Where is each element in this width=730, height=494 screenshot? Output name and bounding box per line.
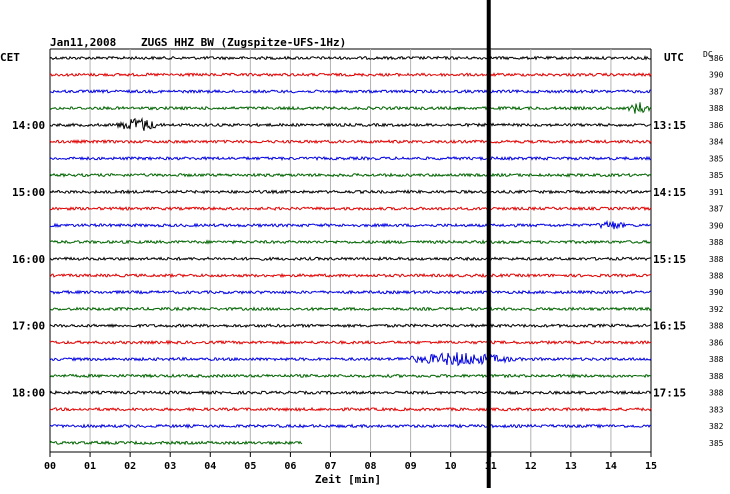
trace-row <box>49 219 652 230</box>
label-group: 00 01 02 03 04 05 06 07 08 09 10 11 12 13 14 15 386 390 38… <box>12 54 724 472</box>
trace-row <box>49 339 652 346</box>
dc-offset-label: 388 <box>709 238 724 247</box>
x-tick-label: 12 <box>525 461 537 472</box>
dc-offset-label: 390 <box>709 71 724 80</box>
trace-row <box>49 352 652 367</box>
dc-offset-label: 386 <box>709 121 724 130</box>
x-tick-label: 14 <box>605 461 617 472</box>
dc-offset-label: 384 <box>709 138 724 147</box>
x-tick-label: 07 <box>324 461 336 472</box>
plot-date: Jan11,2008 <box>50 36 116 49</box>
x-tick-label: 06 <box>284 461 296 472</box>
dc-offset-label: 388 <box>709 104 724 113</box>
trace-row <box>49 102 652 114</box>
dc-offset-label: 391 <box>709 188 724 197</box>
time-grid <box>49 48 652 457</box>
trace-row <box>49 116 652 131</box>
x-tick-label: 15 <box>645 461 657 472</box>
current-time-marker <box>486 0 491 488</box>
trace-row <box>49 323 652 329</box>
left-hour-label: 18:00 <box>12 387 45 400</box>
trace-row <box>49 406 652 413</box>
dc-offset-label: 385 <box>709 439 724 448</box>
dc-offset-label: 388 <box>709 255 724 264</box>
dc-offset-label: 388 <box>709 355 724 364</box>
trace-row <box>49 423 652 429</box>
trace-row <box>49 172 652 178</box>
x-tick-label: 10 <box>445 461 457 472</box>
x-tick-label: 13 <box>565 461 577 472</box>
dc-offset-label: 388 <box>709 372 724 381</box>
right-timezone-label: UTC <box>664 51 684 64</box>
left-hour-label: 17:00 <box>12 320 45 333</box>
trace-row <box>49 139 652 145</box>
trace-row <box>49 289 652 295</box>
dc-offset-label: 383 <box>709 405 724 414</box>
x-tick-label: 11 <box>485 461 497 472</box>
x-axis-label: Zeit [min] <box>315 473 381 486</box>
x-tick-label: 03 <box>164 461 176 472</box>
dc-offset-label: 387 <box>709 205 724 214</box>
trace-row <box>49 189 652 195</box>
right-hour-label: 17:15 <box>653 387 686 400</box>
left-hour-label: 16:00 <box>12 253 45 266</box>
trace-group <box>49 0 652 488</box>
trace-row <box>49 272 652 279</box>
dc-offset-label: 382 <box>709 422 724 431</box>
left-timezone-label: CET <box>0 51 20 64</box>
dc-offset-label: 386 <box>709 54 724 63</box>
trace-row <box>49 205 652 212</box>
right-hour-label: 16:15 <box>653 320 686 333</box>
trace-row <box>49 306 652 312</box>
left-hour-label: 15:00 <box>12 186 45 199</box>
trace-row <box>49 239 651 245</box>
dc-offset-label: 388 <box>709 271 724 280</box>
x-tick-label: 05 <box>244 461 256 472</box>
x-tick-label: 00 <box>44 461 56 472</box>
dc-offset-label: 392 <box>709 305 724 314</box>
trace-row <box>49 440 303 446</box>
right-hour-label: 13:15 <box>653 119 686 132</box>
dc-offset-label: 390 <box>709 221 724 230</box>
trace-row <box>49 389 652 396</box>
dc-offset-label: 387 <box>709 87 724 96</box>
trace-row <box>49 72 652 78</box>
trace-row <box>49 88 652 95</box>
right-hour-label: 14:15 <box>653 186 686 199</box>
trace-row <box>49 155 652 162</box>
x-tick-label: 08 <box>365 461 377 472</box>
x-tick-label: 09 <box>405 461 417 472</box>
x-tick-label: 04 <box>204 461 216 472</box>
trace-row <box>49 55 652 61</box>
dc-offset-label: 386 <box>709 338 724 347</box>
dc-offset-label: 390 <box>709 288 724 297</box>
right-hour-label: 15:15 <box>653 253 686 266</box>
x-tick-label: 02 <box>124 461 136 472</box>
dc-offset-label: 388 <box>709 322 724 331</box>
dc-offset-label: 385 <box>709 171 724 180</box>
dc-header-label: DC <box>703 50 713 59</box>
trace-row <box>49 373 652 379</box>
trace-row <box>49 256 652 262</box>
x-tick-label: 01 <box>84 461 96 472</box>
dc-offset-label: 385 <box>709 154 724 163</box>
plot-station-title: ZUGS HHZ BW (Zugspitze-UFS-1Hz) <box>141 36 346 49</box>
dc-offset-label: 388 <box>709 389 724 398</box>
left-hour-label: 14:00 <box>12 119 45 132</box>
